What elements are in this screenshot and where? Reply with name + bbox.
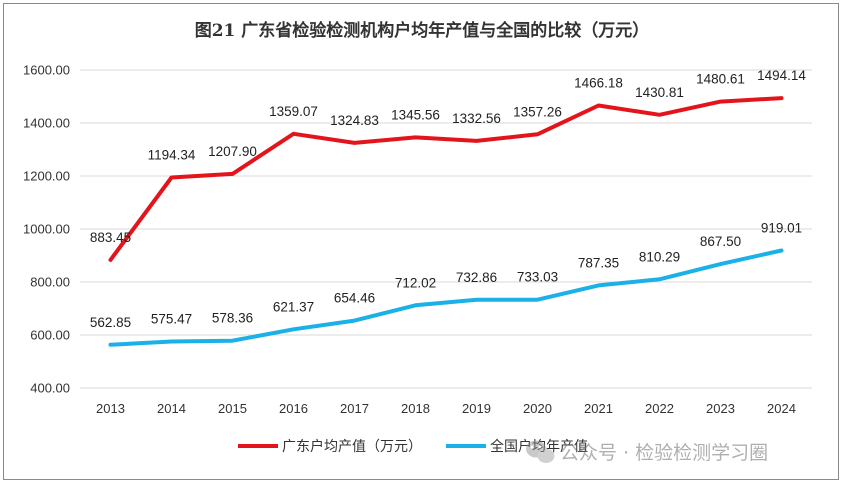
y-tick-label: 1200.00 (23, 169, 70, 184)
data-label: 1466.18 (574, 75, 623, 90)
data-label: 733.03 (517, 270, 558, 285)
x-tick-label: 2019 (462, 401, 491, 416)
chart-title: 图21 广东省检验检测机构户均年产值与全国的比较（万元） (195, 20, 650, 41)
data-label: 1480.61 (696, 72, 745, 87)
data-label: 1324.83 (330, 113, 379, 128)
legend: 广东户均产值（万元） 全国户均年产值 (238, 438, 588, 455)
x-tick-label: 2017 (340, 401, 369, 416)
x-tick-label: 2020 (523, 401, 552, 416)
watermark: 公众号 · 检验检测学习圈 (526, 440, 768, 464)
data-label: 919.01 (761, 220, 802, 235)
data-label: 1494.14 (757, 68, 806, 83)
data-label: 621.37 (273, 299, 314, 314)
x-tick-label: 2014 (157, 401, 186, 416)
legend-label-1: 广东户均产值（万元） (282, 438, 422, 455)
series-line-2 (108, 248, 784, 347)
wechat-icon (526, 440, 555, 463)
data-label: 1357.26 (513, 104, 562, 119)
data-label: 1194.34 (148, 147, 196, 162)
x-tick-label: 2024 (767, 401, 796, 416)
data-label: 578.36 (212, 311, 253, 326)
x-tick-label: 2015 (218, 401, 247, 416)
data-label: 1345.56 (391, 107, 440, 122)
legend-label-2: 全国户均年产值 (490, 438, 588, 455)
data-labels: 883.45 1194.34 1207.90 1359.07 1324.83 1345.5… (90, 68, 807, 330)
series-lines (108, 96, 784, 347)
x-tick-label: 2023 (706, 401, 735, 416)
y-axis: 400.00 600.00 800.00 1000.00 1200.00 1400.00 1… (23, 63, 70, 396)
x-tick-label: 2016 (279, 401, 308, 416)
y-tick-label: 1600.00 (23, 63, 70, 78)
y-tick-label: 1000.00 (23, 222, 70, 237)
x-tick-label: 2021 (584, 401, 613, 416)
data-label: 654.46 (334, 291, 375, 306)
y-tick-label: 800.00 (30, 275, 70, 290)
y-tick-label: 1400.00 (23, 116, 70, 131)
x-tick-label: 2022 (645, 401, 674, 416)
data-label: 1359.07 (269, 104, 318, 119)
watermark-text: 公众号 · 检验检测学习圈 (560, 442, 768, 464)
data-label: 562.85 (90, 315, 131, 330)
data-label: 1332.56 (452, 111, 501, 126)
y-tick-label: 400.00 (30, 381, 70, 396)
data-label: 867.50 (700, 234, 741, 249)
data-label: 712.02 (395, 275, 436, 290)
x-axis: 2013 2014 2015 2016 2017 2018 2019 2020 2021 2022… (96, 401, 796, 416)
data-label: 575.47 (151, 312, 192, 327)
data-label: 883.45 (90, 230, 131, 245)
x-tick-label: 2013 (96, 401, 125, 416)
x-tick-label: 2018 (401, 401, 430, 416)
data-label: 732.86 (456, 270, 497, 285)
series-line-1 (108, 96, 784, 262)
y-tick-label: 600.00 (30, 328, 70, 343)
data-label: 1207.90 (208, 144, 257, 159)
chart-frame (3, 3, 839, 480)
data-label: 810.29 (639, 249, 680, 264)
data-label: 787.35 (578, 255, 619, 270)
data-label: 1430.81 (635, 85, 684, 100)
